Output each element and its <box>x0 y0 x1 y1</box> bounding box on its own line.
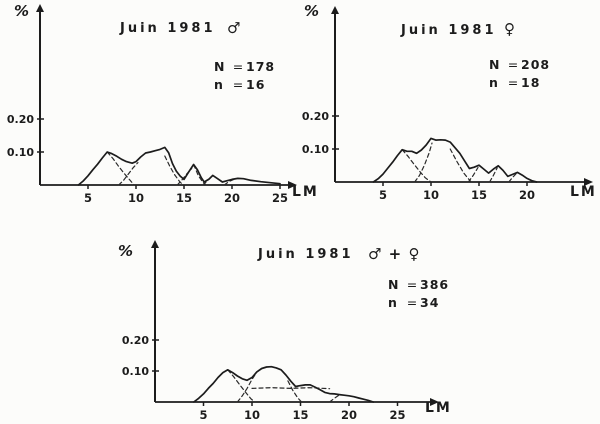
x-tick-label: 10 <box>128 191 144 205</box>
stat-row-n: n = 34 <box>388 294 450 312</box>
chart-canvas-females: 5 10 15 20 0.10 0.20 <box>302 6 593 202</box>
x-tick-label: 5 <box>379 188 387 202</box>
x-tick-label: 25 <box>389 408 405 422</box>
distribution-envelope <box>192 365 375 403</box>
cohort-component-3 <box>164 155 184 186</box>
x-tick-label: 20 <box>341 408 357 422</box>
sample-stats: N = 178 n = 16 <box>214 58 276 94</box>
cohort-component-6 <box>508 172 517 183</box>
y-axis-unit-label: % <box>118 242 135 260</box>
stat-equals: = <box>232 59 244 74</box>
stat-equals: = <box>406 277 418 292</box>
stat-label: n <box>214 77 223 92</box>
x-tick-label: 25 <box>272 191 288 205</box>
y-axis-arrowhead <box>36 4 44 12</box>
x-axis-arrowhead <box>430 398 439 406</box>
cohort-component-5 <box>329 394 340 403</box>
stat-row-N: N = 178 <box>214 58 276 76</box>
female-symbol: ♀ <box>504 20 516 38</box>
x-tick-label: 5 <box>199 408 207 422</box>
y-tick-label: 0.10 <box>302 143 329 156</box>
x-axis-arrowhead <box>288 181 297 189</box>
x-tick-label: 20 <box>519 188 535 202</box>
cohort-component-4 <box>467 166 479 183</box>
stat-value: 16 <box>246 77 266 92</box>
y-tick-label: 0.10 <box>122 365 149 378</box>
stat-equals: = <box>232 77 244 92</box>
chart-canvas-combined: 5 10 15 20 25 0.10 0.20 <box>122 240 439 422</box>
stat-equals: = <box>507 57 519 72</box>
chart-title: Juin 1981 <box>258 247 354 262</box>
chart-title: Juin 1981 <box>120 21 216 36</box>
y-tick-label: 0.20 <box>7 113 34 126</box>
x-axis-label: LM <box>425 400 452 416</box>
x-tick-label: 10 <box>423 188 439 202</box>
sample-stats: N = 386 n = 34 <box>388 276 450 312</box>
y-axis-unit-label: % <box>14 2 31 20</box>
stat-equals: = <box>507 75 519 90</box>
stat-value: 208 <box>521 57 551 72</box>
x-tick-label: 10 <box>244 408 260 422</box>
cohort-component-2 <box>236 372 257 403</box>
x-tick-label: 15 <box>176 191 192 205</box>
panel-combined: 5 10 15 20 25 0.10 0.20 % Juin 1981 ♂ + ♀ N = … <box>100 240 460 424</box>
distribution-envelope <box>77 146 281 186</box>
chart-canvas-males: 5 10 15 20 25 0.10 0.20 <box>7 4 297 205</box>
y-tick-label: 0.10 <box>7 146 34 159</box>
stat-value: 18 <box>521 75 541 90</box>
sample-stats: N = 208 n = 18 <box>489 56 551 92</box>
stat-label: N <box>489 57 500 72</box>
cohort-component-1 <box>401 149 432 183</box>
cohort-component-2 <box>118 162 139 186</box>
x-tick-label: 15 <box>292 408 308 422</box>
stat-value: 178 <box>246 59 276 74</box>
cohort-component-4 <box>287 380 303 403</box>
male-plus-female-symbol: ♂ + ♀ <box>368 245 421 263</box>
cohort-component-2 <box>414 142 433 183</box>
cohort-component-1 <box>227 369 256 403</box>
y-axis-arrowhead <box>331 6 339 14</box>
x-tick-label: 5 <box>84 191 92 205</box>
panel-males: 5 10 15 20 25 0.10 0.20 % Juin 1981 ♂ N = 178 … <box>0 0 320 215</box>
stat-equals: = <box>406 295 418 310</box>
male-symbol: ♂ <box>227 19 242 37</box>
y-tick-label: 0.20 <box>122 334 149 347</box>
y-axis-arrowhead <box>151 240 159 248</box>
x-axis-label: LM <box>570 184 597 200</box>
stat-row-n: n = 18 <box>489 74 551 92</box>
x-tick-label: 15 <box>471 188 487 202</box>
stat-row-n: n = 16 <box>214 76 276 94</box>
stat-label: n <box>489 75 498 90</box>
stat-label: N <box>388 277 399 292</box>
y-axis-unit-label: % <box>304 2 321 20</box>
cohort-component-1 <box>106 151 135 186</box>
stat-row-N: N = 208 <box>489 56 551 74</box>
x-axis-arrowhead <box>584 178 593 186</box>
distribution-envelope <box>372 137 538 183</box>
cohort-component-5 <box>489 167 498 183</box>
chart-title: Juin 1981 <box>401 23 497 38</box>
x-tick-label: 20 <box>224 191 240 205</box>
stat-value: 386 <box>420 277 450 292</box>
stat-label: N <box>214 59 225 74</box>
stat-row-N: N = 386 <box>388 276 450 294</box>
stat-value: 34 <box>420 295 440 310</box>
panel-females: 5 10 15 20 0.10 0.20 % Juin 1981 ♀ N = 208 n … <box>302 0 600 215</box>
stat-label: n <box>388 295 397 310</box>
x-axis-label: LM <box>292 184 319 200</box>
y-tick-label: 0.20 <box>302 110 329 123</box>
